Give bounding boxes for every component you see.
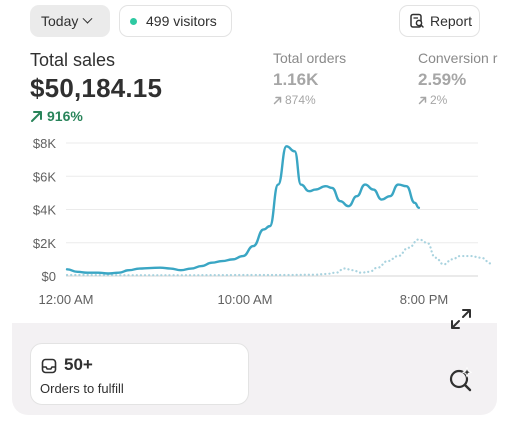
sales-chart[interactable]: $8K $6K $4K $2K $0 12:00 AM 10:00 AM 8:00 PM <box>0 130 513 310</box>
report-button[interactable]: Report <box>399 5 480 37</box>
orders-to-fulfill-card[interactable]: 50+ Orders to fulfill <box>30 343 249 405</box>
expand-button[interactable] <box>445 303 477 335</box>
report-search-icon <box>410 13 424 28</box>
comparison-series-line <box>65 238 493 277</box>
y-tick-label: $6K <box>33 169 56 184</box>
visitors-badge[interactable]: 499 visitors <box>119 5 232 37</box>
report-label: Report <box>430 13 473 29</box>
arrow-up-right-icon <box>31 110 42 122</box>
y-axis-ticks: $8K $6K $4K $2K $0 <box>33 136 56 284</box>
x-axis-ticks: 12:00 AM 10:00 AM 8:00 PM <box>39 292 449 307</box>
total-orders-change: 874% <box>273 93 346 107</box>
status-dot-icon <box>130 17 137 25</box>
y-tick-label: $0 <box>42 269 56 284</box>
y-tick-label: $8K <box>33 136 56 151</box>
search-ai-button[interactable] <box>445 363 477 395</box>
x-tick-label: 12:00 AM <box>39 292 94 307</box>
conversion-value: 2.59% <box>418 70 467 89</box>
total-sales-change: 916% <box>30 108 83 124</box>
total-orders-value: 1.16K <box>273 70 319 89</box>
conversion-change-value: 2% <box>430 93 448 107</box>
total-orders-label: Total orders <box>273 50 347 66</box>
arrow-up-right-icon <box>273 96 282 104</box>
arrow-up-right-icon <box>418 96 427 104</box>
chevron-down-icon <box>82 13 93 24</box>
x-tick-label: 10:00 AM <box>218 292 273 307</box>
x-tick-label: 8:00 PM <box>400 292 448 307</box>
search-sparkle-icon <box>449 366 473 392</box>
sales-series-line <box>65 145 421 275</box>
chart-grid <box>66 142 478 277</box>
inbox-icon <box>41 358 57 374</box>
orders-to-fulfill-label: Orders to fulfill <box>40 381 124 396</box>
visitors-label: 499 visitors <box>146 13 217 29</box>
y-tick-label: $4K <box>33 203 56 218</box>
y-tick-label: $2K <box>33 236 56 251</box>
orders-to-fulfill-value: 50+ <box>64 355 93 374</box>
total-sales-change-value: 916% <box>47 108 83 124</box>
total-orders-metric[interactable]: Total orders 1.16K 874% <box>273 50 346 107</box>
chart-series <box>65 145 493 277</box>
date-filter-button[interactable]: Today <box>30 5 110 37</box>
total-sales-value: $50,184.15 <box>30 73 163 103</box>
expand-icon <box>451 309 471 329</box>
total-sales-label: Total sales <box>30 50 116 70</box>
conversion-label: Conversion r <box>418 50 498 66</box>
date-filter-label: Today <box>41 13 79 29</box>
conversion-change: 2% <box>418 93 513 107</box>
conversion-metric[interactable]: Conversion r 2.59% 2% <box>418 50 513 107</box>
total-orders-change-value: 874% <box>285 93 316 107</box>
